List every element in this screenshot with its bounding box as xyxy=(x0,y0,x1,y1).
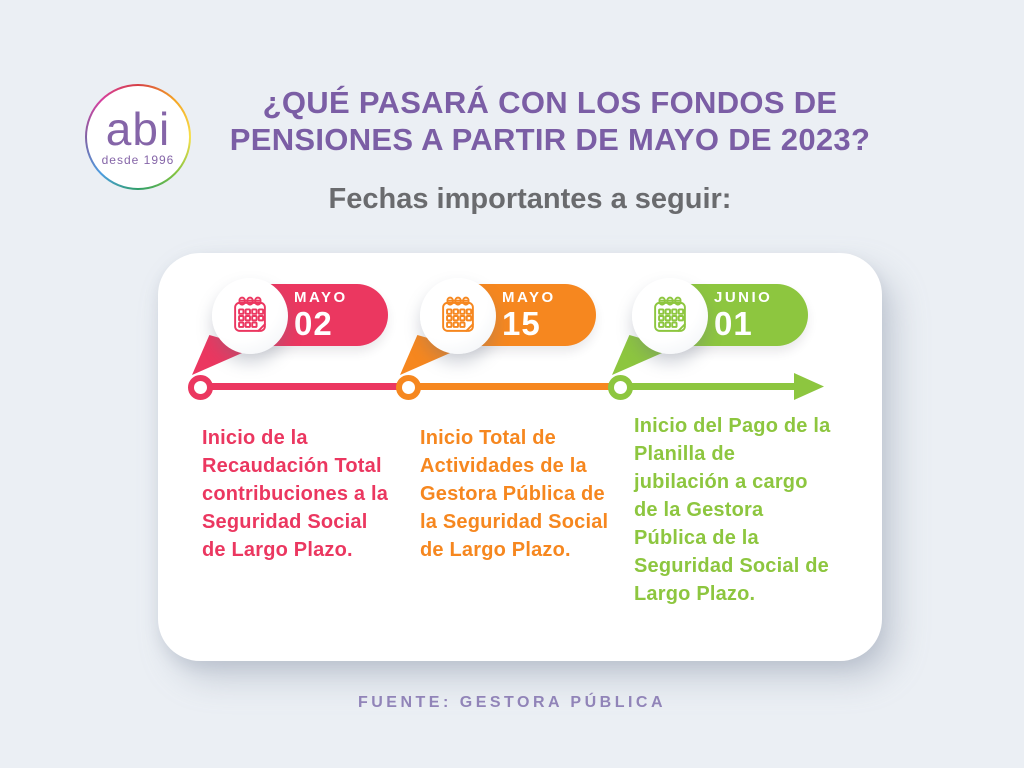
logo-text: abi xyxy=(105,103,171,155)
day-label: 02 xyxy=(294,305,333,342)
milestone-junio-01: JUNIO 01 Inicio del Pago de la xyxy=(608,253,838,661)
calendar-badge xyxy=(420,278,496,354)
calendar-icon xyxy=(654,296,686,332)
date-pill-text: MAYO 02 xyxy=(294,289,348,342)
calendar-icon xyxy=(442,296,474,332)
month-label: MAYO xyxy=(294,289,348,306)
timeline-segment-3 xyxy=(620,383,798,390)
milestone-description: Inicio Total de Actividades de la Gestor… xyxy=(420,427,609,561)
timeline-card: MAYO 02 Inicio de la Recaudaci xyxy=(158,253,882,661)
milestone-description: Inicio del Pago de la Planilla de jubila… xyxy=(634,415,831,605)
milestone-description: Inicio de la Recaudación Total contribuc… xyxy=(202,427,389,561)
month-label: MAYO xyxy=(502,289,556,306)
milestone-mayo-15: MAYO 15 Inicio Total de Activi xyxy=(396,253,626,661)
date-pill-text: MAYO 15 xyxy=(502,289,556,342)
abi-logo-inner: abi desde 1996 xyxy=(87,86,189,188)
timeline-dot xyxy=(608,375,633,400)
title-line-2: PENSIONES A PARTIR DE MAYO DE 2023? xyxy=(229,122,871,157)
calendar-badge xyxy=(212,278,288,354)
calendar-icon xyxy=(234,296,266,332)
title-line-1: ¿QUÉ PASARÁ CON LOS FONDOS DE xyxy=(262,85,838,120)
timeline-segment-2 xyxy=(408,383,620,390)
abi-logo: abi desde 1996 xyxy=(85,84,191,190)
calendar-badge xyxy=(632,278,708,354)
logo-tagline: desde 1996 xyxy=(101,153,175,167)
milestone-mayo-02: MAYO 02 Inicio de la Recaudaci xyxy=(188,253,418,661)
page-title: ¿QUÉ PASARÁ CON LOS FONDOS DE PENSIONES … xyxy=(150,84,950,158)
timeline-segment-1 xyxy=(200,383,408,390)
date-pill-text: JUNIO 01 xyxy=(714,289,772,342)
timeline-dot xyxy=(396,375,421,400)
month-label: JUNIO xyxy=(714,289,773,306)
timeline-dot xyxy=(188,375,213,400)
day-label: 01 xyxy=(714,305,753,342)
source-note: FUENTE: GESTORA PÚBLICA xyxy=(357,694,667,711)
page-subtitle: Fechas importantes a seguir: xyxy=(328,183,732,215)
day-label: 15 xyxy=(502,305,541,342)
